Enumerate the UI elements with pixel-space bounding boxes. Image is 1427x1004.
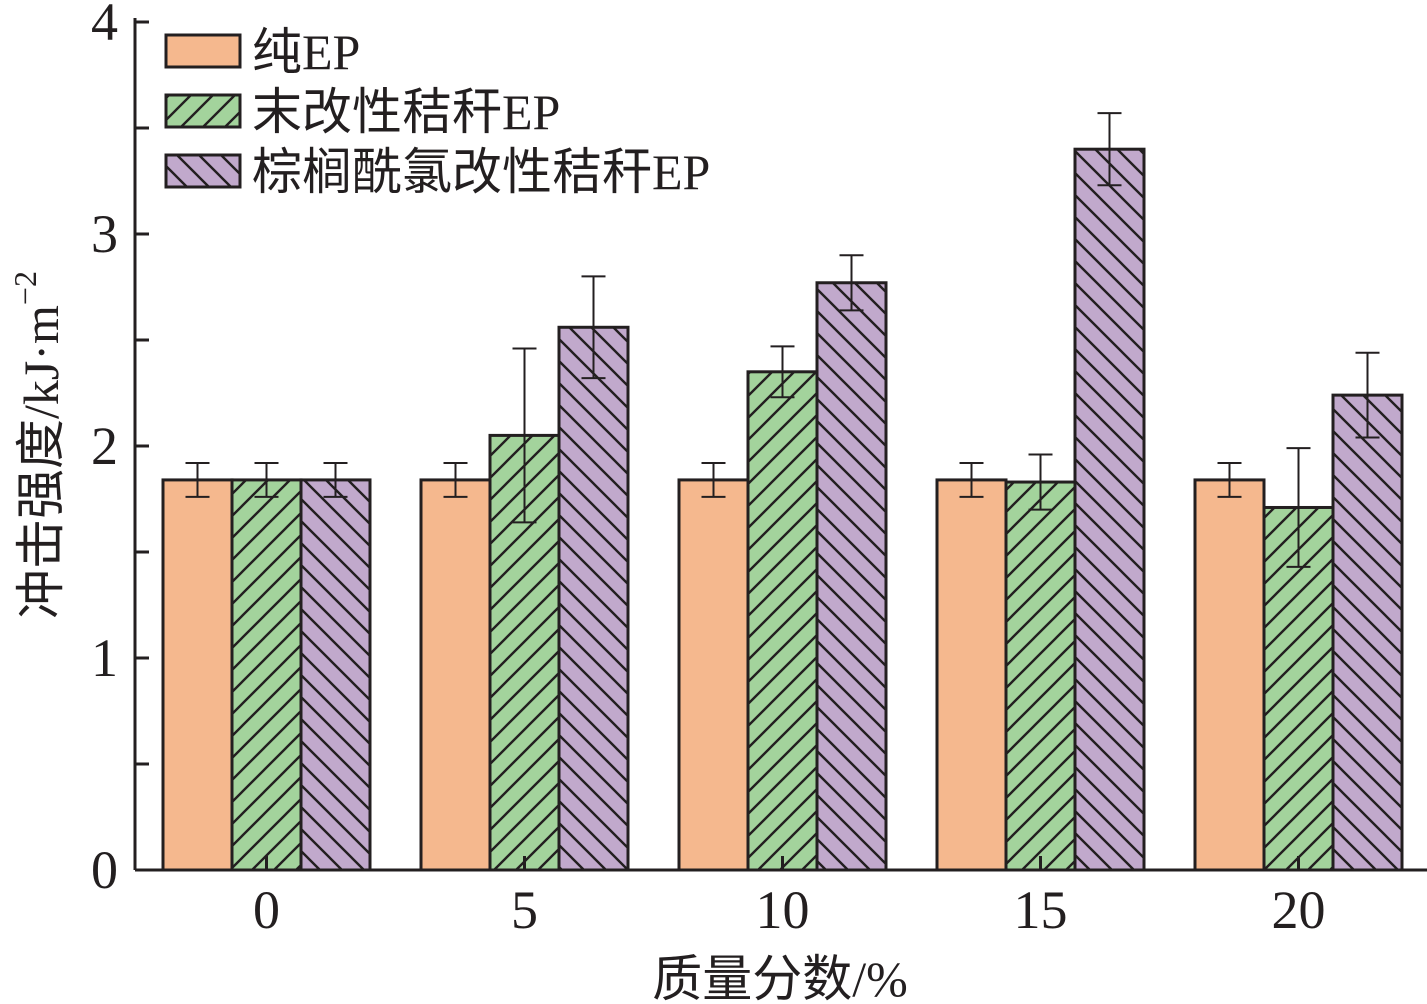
bars-layer [161,147,1404,872]
y-tick-label: 3 [91,204,118,264]
x-tick-label: 20 [1272,880,1326,940]
bar-pure-ep-0 [161,478,234,872]
bar-pure-ep-5 [419,478,492,872]
y-axis-title: 冲击强度/kJ·m−2 [7,271,69,619]
legend-swatch [164,153,242,189]
legend-swatch [164,33,242,69]
error-bar-modified-straw-ep-20 [1355,351,1380,439]
x-tick-label: 5 [511,880,538,940]
error-bar-unmodified-straw-ep-15 [1028,453,1053,511]
legend-label: 纯EP [252,24,360,80]
error-bar-pure-ep-0 [185,461,210,498]
error-bar-unmodified-straw-ep-20 [1286,447,1311,568]
error-bar-pure-ep-10 [701,461,726,498]
legend-swatch [164,93,242,129]
error-bar-pure-ep-5 [443,461,468,498]
legend-item-unmodified-straw-ep: 末改性秸秆EP [164,84,560,140]
y-tick-label: 1 [91,628,118,688]
legend-item-pure-ep: 纯EP [164,24,360,80]
x-axis-title: 质量分数/% [652,951,908,1004]
x-tick-label: 0 [253,880,280,940]
bar-modified-straw-ep-15 [1073,147,1146,872]
bar-unmodified-straw-ep-20 [1262,505,1335,872]
bar-unmodified-straw-ep-0 [230,478,303,872]
y-axis-title-superscript: −2 [7,271,43,305]
y-ticks: 0 1 2 3 4 [91,0,149,900]
legend-label: 棕榈酰氯改性秸秆EP [252,144,710,200]
y-tick-label: 2 [91,416,118,476]
error-bar-modified-straw-ep-5 [581,275,606,380]
x-ticks: 0 5 10 15 20 [253,856,1326,940]
bar-unmodified-straw-ep-15 [1004,480,1077,872]
bar-modified-straw-ep-10 [815,281,888,872]
bar-pure-ep-10 [677,478,750,872]
error-bar-unmodified-straw-ep-0 [254,461,279,498]
bar-modified-straw-ep-5 [557,325,630,872]
y-axis-title-main: 冲击强度/kJ·m [13,305,69,619]
bar-pure-ep-20 [1193,478,1266,872]
error-bar-unmodified-straw-ep-5 [512,347,537,524]
error-bar-modified-straw-ep-10 [839,254,864,312]
bar-modified-straw-ep-20 [1331,393,1404,872]
bar-modified-straw-ep-0 [299,478,372,872]
error-bar-pure-ep-20 [1217,461,1242,498]
error-bars-layer [185,112,1380,568]
bar-pure-ep-15 [935,478,1008,872]
y-tick-label: 0 [91,840,118,900]
legend-label: 末改性秸秆EP [252,84,560,140]
error-bar-modified-straw-ep-15 [1097,112,1122,187]
error-bar-pure-ep-15 [959,461,984,498]
bar-unmodified-straw-ep-10 [746,370,819,872]
x-tick-label: 15 [1014,880,1068,940]
x-tick-label: 10 [756,880,810,940]
error-bar-modified-straw-ep-0 [323,461,348,498]
y-tick-label: 4 [91,0,118,52]
legend-item-modified-straw-ep: 棕榈酰氯改性秸秆EP [164,144,710,200]
error-bar-unmodified-straw-ep-10 [770,345,795,399]
